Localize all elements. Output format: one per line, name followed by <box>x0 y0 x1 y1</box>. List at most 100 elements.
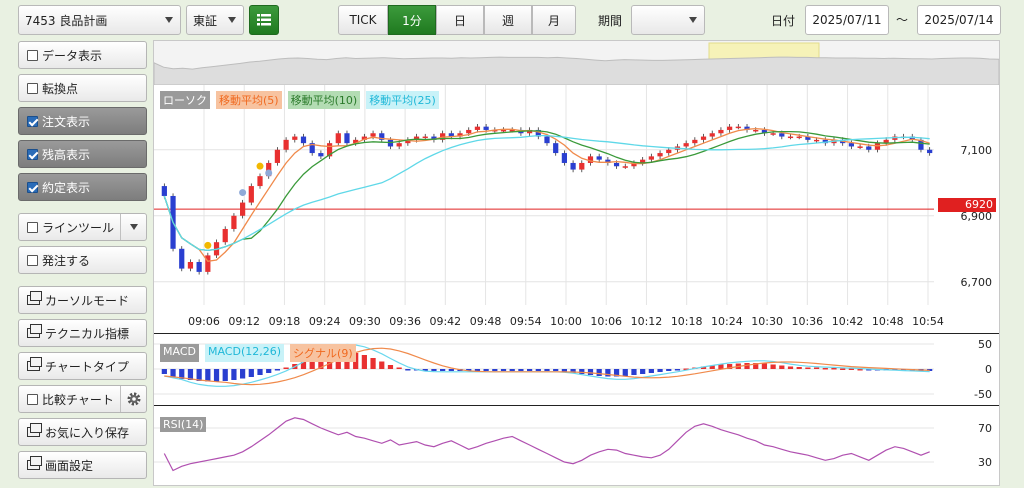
macd-bar <box>544 369 550 371</box>
cursor-mode-button[interactable]: カーソルモード <box>18 286 147 314</box>
macd-bar <box>683 368 689 370</box>
macd-bar <box>831 368 837 370</box>
position-display-toggle[interactable]: 残高表示 <box>18 140 147 168</box>
candle <box>579 160 585 173</box>
data-display-toggle[interactable]: データ表示 <box>18 41 147 69</box>
execution-display-toggle[interactable]: 約定表示 <box>18 173 147 201</box>
macd-y-tick-label: -50 <box>974 388 992 401</box>
line-tool-dropdown[interactable] <box>120 214 146 240</box>
macd-bar <box>596 369 602 376</box>
period-select[interactable] <box>631 5 705 35</box>
checkbox-icon <box>27 82 38 94</box>
macd-bar <box>257 369 263 375</box>
macd-bar <box>231 369 237 380</box>
macd-bar <box>274 369 281 371</box>
candle <box>344 130 350 146</box>
period-tab-month[interactable]: 月 <box>532 5 576 35</box>
macd-bar <box>379 361 385 369</box>
macd-bar <box>805 367 811 369</box>
technical-indicator-button[interactable]: テクニカル指標 <box>18 319 147 347</box>
period-tab-1min[interactable]: 1分 <box>388 5 436 35</box>
macd-bar <box>483 369 489 371</box>
candle <box>900 133 907 140</box>
macd-bar <box>709 365 715 369</box>
candle <box>857 143 863 150</box>
market-select-value: 東証 <box>193 13 218 28</box>
rsi-chart[interactable]: 70 30 <box>154 405 999 485</box>
candle <box>422 133 428 140</box>
x-tick-label: 10:00 <box>550 315 582 328</box>
candle <box>648 153 654 163</box>
macd-bar <box>631 369 637 375</box>
macd-bar <box>448 369 454 371</box>
sidebar-item-label: ラインツール <box>42 220 115 235</box>
period-tab-day[interactable]: 日 <box>436 5 484 35</box>
candle <box>744 124 750 133</box>
x-tick-label: 09:12 <box>228 315 260 328</box>
period-tab-week[interactable]: 週 <box>484 5 532 35</box>
checkbox-checked-icon <box>27 115 38 127</box>
execution-marker <box>265 169 273 177</box>
window-icon <box>27 291 42 305</box>
y-axis-ticks: 7,100 6,900 6,700 <box>961 144 993 289</box>
macd-bar <box>587 369 594 375</box>
candle <box>326 140 333 159</box>
macd-bar <box>300 360 307 369</box>
macd-chart[interactable]: 50 0 -50 <box>154 333 999 405</box>
period-tab-tick[interactable]: TICK <box>338 5 388 35</box>
save-favorite-button[interactable]: お気に入り保存 <box>18 418 147 446</box>
chevron-down-icon <box>165 17 173 23</box>
candle <box>587 153 594 166</box>
macd-bar <box>170 369 176 377</box>
gear-icon <box>127 392 140 406</box>
compare-chart-toggle[interactable]: 比較チャート <box>18 385 147 413</box>
list-button[interactable] <box>249 5 279 35</box>
candle <box>526 127 533 136</box>
macd-bar <box>535 369 541 371</box>
macd-bar <box>753 363 759 369</box>
candle <box>318 150 324 159</box>
place-order-toggle[interactable]: 発注する <box>18 246 147 274</box>
price-chart[interactable]: 09:06 09:12 09:18 09:24 09:30 09:36 09:42 09:48… <box>154 85 999 333</box>
window-icon <box>27 423 42 437</box>
current-price-value: 6920 <box>965 198 993 211</box>
market-select[interactable]: 東証 <box>186 5 244 35</box>
candle <box>448 130 454 140</box>
overview-navigator[interactable] <box>154 41 999 85</box>
chart-panel[interactable]: 09:06 09:12 09:18 09:24 09:30 09:36 09:42 09:48… <box>153 40 1000 486</box>
date-to-input[interactable]: 2025/07/14 <box>917 5 1001 35</box>
x-tick-label: 10:24 <box>711 315 743 328</box>
candle <box>222 226 228 245</box>
window-icon <box>27 357 42 371</box>
symbol-select[interactable]: 7453 良品計画 <box>18 5 181 35</box>
macd-y-tick-label: 50 <box>978 338 992 351</box>
macd-bar <box>605 369 611 377</box>
macd-bar <box>840 368 846 370</box>
x-tick-label: 09:36 <box>389 315 421 328</box>
order-display-toggle[interactable]: 注文表示 <box>18 107 147 135</box>
compare-settings-button[interactable] <box>120 386 146 412</box>
legend-candle: ローソク <box>160 91 210 109</box>
macd-bar <box>422 369 428 371</box>
line-tool-toggle[interactable]: ラインツール <box>18 213 147 241</box>
date-from-input[interactable]: 2025/07/11 <box>805 5 889 35</box>
candle <box>622 163 628 169</box>
legend-signal: シグナル(9) <box>290 344 356 362</box>
rsi-y-ticks: 70 30 <box>978 422 992 469</box>
screen-settings-button[interactable]: 画面設定 <box>18 451 147 479</box>
main-legend: ローソク 移動平均(5) 移動平均(10) 移動平均(25) <box>160 91 439 109</box>
macd-bar <box>553 369 559 371</box>
x-tick-label: 10:42 <box>832 315 864 328</box>
macd-bar <box>666 369 672 371</box>
chart-type-button[interactable]: チャートタイプ <box>18 352 147 380</box>
macd-bar <box>222 369 228 381</box>
macd-bar <box>396 367 402 369</box>
sidebar-item-label: 比較チャート <box>42 392 114 407</box>
turning-point-toggle[interactable]: 転換点 <box>18 74 147 102</box>
macd-bar <box>613 369 620 377</box>
macd-bar <box>813 367 820 369</box>
candle <box>640 157 646 166</box>
x-tick-label: 10:30 <box>751 315 783 328</box>
checkbox-checked-icon <box>27 181 38 193</box>
y-tick-label: 6,900 <box>961 210 993 223</box>
